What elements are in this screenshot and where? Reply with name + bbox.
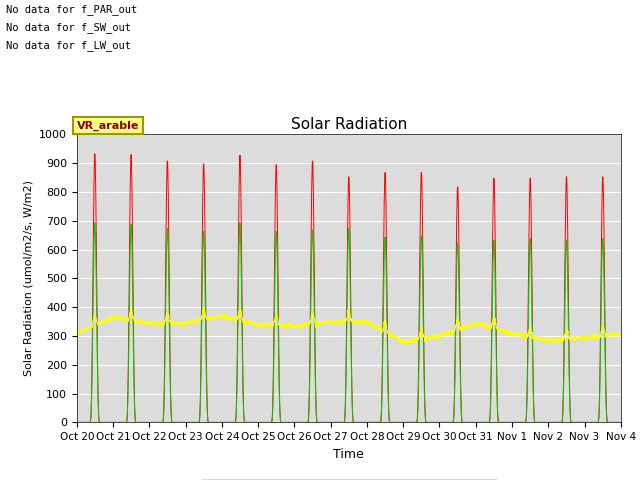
LW_in [225,315,232,321]
Text: No data for f_PAR_out: No data for f_PAR_out [6,4,138,15]
Y-axis label: Solar Radiation (umol/m2/s, W/m2): Solar Radiation (umol/m2/s, W/m2) [24,180,33,376]
PAR_in [584,420,592,425]
SW_in [569,420,577,425]
Text: No data for f_SW_out: No data for f_SW_out [6,22,131,33]
Line: PAR_in: PAR_in [77,154,621,422]
SW_in [617,420,625,425]
Title: Solar Radiation: Solar Radiation [291,117,407,132]
SW_in [365,420,372,425]
SW_in [91,220,99,226]
LW_in [200,305,208,311]
PAR_in [376,420,384,425]
PAR_in [73,420,81,425]
LW_in [365,323,372,328]
SW_in [73,420,81,425]
X-axis label: Time: Time [333,448,364,461]
PAR_in [617,420,625,425]
Line: SW_in: SW_in [77,223,621,422]
SW_in [507,420,515,425]
SW_in [584,420,592,425]
PAR_in [91,151,99,157]
PAR_in [225,420,232,425]
SW_in [225,420,232,425]
PAR_in [507,420,515,425]
LW_in [584,333,592,338]
SW_in [376,420,384,425]
Text: No data for f_LW_out: No data for f_LW_out [6,40,131,51]
Text: VR_arable: VR_arable [77,120,139,131]
LW_in [570,336,577,341]
LW_in [73,330,81,336]
PAR_in [569,420,577,425]
LW_in [403,342,410,348]
Line: LW_in: LW_in [77,308,621,345]
LW_in [508,329,515,335]
LW_in [617,333,625,338]
PAR_in [365,420,372,425]
LW_in [376,327,384,333]
